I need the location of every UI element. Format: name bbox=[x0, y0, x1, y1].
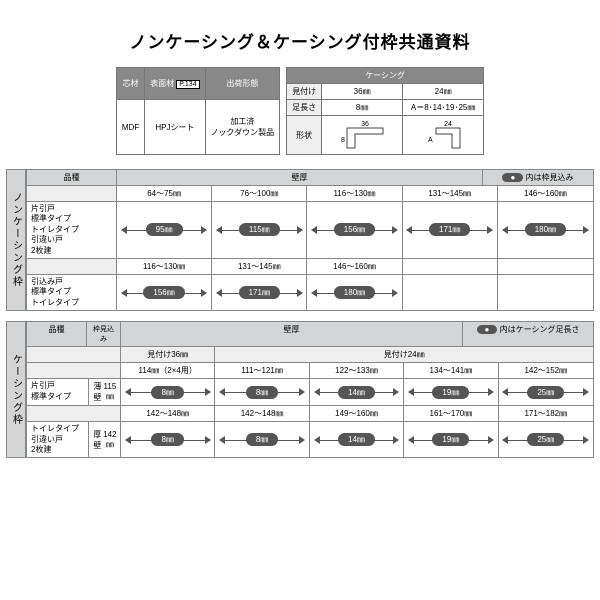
shape-24: 24 A bbox=[403, 116, 484, 155]
mat-h2: 表面材P.134 bbox=[145, 68, 205, 100]
h-wall: 壁厚 bbox=[121, 322, 463, 346]
r: 122～133㎜ bbox=[310, 363, 404, 378]
r: 134～141㎜ bbox=[404, 363, 498, 378]
r: 114㎜（2×4用） bbox=[121, 363, 215, 378]
c-r3a: 形状 bbox=[287, 116, 322, 155]
prod1: 片引戸標準タイプトイレタイプ引違い戸2枚建 bbox=[27, 202, 117, 258]
prod-thick: トイレタイプ引違い戸2枚建 厚壁142㎜ bbox=[27, 422, 121, 457]
shape-36: 36 8 bbox=[322, 116, 403, 155]
material-table: 芯材 表面材P.134 出荷形態 MDF HPJシート 加工済ノックダウン製品 bbox=[116, 67, 280, 155]
c-r1c: 24㎜ bbox=[403, 84, 484, 100]
r: 146～160㎜ bbox=[498, 186, 593, 201]
vhead-2: ケーシング枠 bbox=[6, 321, 26, 458]
r: 64～75㎜ bbox=[117, 186, 212, 201]
prod2: 引込み戸標準タイプトイレタイプ bbox=[27, 275, 117, 310]
mat-c2: HPJシート bbox=[145, 100, 205, 155]
mat-c1: MDF bbox=[116, 100, 144, 155]
svg-text:A: A bbox=[428, 137, 433, 144]
mat-h1: 芯材 bbox=[116, 68, 144, 100]
svg-text:24: 24 bbox=[444, 121, 452, 128]
h-kind: 品種 bbox=[27, 322, 87, 346]
h-kind: 品種 bbox=[27, 170, 117, 185]
r: 142～152㎜ bbox=[499, 363, 593, 378]
r: 146～160㎜ bbox=[307, 259, 402, 274]
r: 131～145㎜ bbox=[212, 259, 307, 274]
section-noncasing: ノンケーシング枠 品種 壁厚 ● 内は枠見込み 64～75㎜ 76～100㎜ 1… bbox=[6, 169, 594, 311]
casing-table: ケーシング 見付け 36㎜ 24㎜ 足長さ 8㎜ A＝8･14･19･25㎜ 形… bbox=[286, 67, 484, 155]
r: 161～170㎜ bbox=[404, 406, 498, 421]
r: 116～130㎜ bbox=[117, 259, 212, 274]
mat-h3: 出荷形態 bbox=[205, 68, 280, 100]
page-title: ノンケーシング＆ケーシング付枠共通資料 bbox=[6, 28, 594, 53]
h-note: ● 内は枠見込み bbox=[483, 170, 593, 185]
h-mikomi: 枠見込み bbox=[87, 322, 121, 346]
svg-text:36: 36 bbox=[361, 121, 369, 128]
c-r2a: 足長さ bbox=[287, 100, 322, 116]
prod-thin: 片引戸標準タイプ 薄壁115㎜ bbox=[27, 379, 121, 405]
c-r2c: A＝8･14･19･25㎜ bbox=[403, 100, 484, 116]
r: 149～160㎜ bbox=[310, 406, 404, 421]
h24: 見付け24㎜ bbox=[215, 347, 593, 362]
r: 116～130㎜ bbox=[307, 186, 402, 201]
c-r1a: 見付け bbox=[287, 84, 322, 100]
h-note2: ● 内はケーシング足長さ bbox=[463, 322, 593, 346]
r: 131～145㎜ bbox=[403, 186, 498, 201]
h-wall: 壁厚 bbox=[117, 170, 483, 185]
h36: 見付け36㎜ bbox=[121, 347, 215, 362]
c-r2b: 8㎜ bbox=[322, 100, 403, 116]
r: 111～121㎜ bbox=[215, 363, 309, 378]
c-r1b: 36㎜ bbox=[322, 84, 403, 100]
casing-title: ケーシング bbox=[287, 68, 484, 84]
vhead-1: ノンケーシング枠 bbox=[6, 169, 26, 311]
svg-text:8: 8 bbox=[341, 137, 345, 144]
section-casing: ケーシング枠 品種 枠見込み 壁厚 ● 内はケーシング足長さ 見付け36㎜ 見付… bbox=[6, 321, 594, 458]
r: 76～100㎜ bbox=[212, 186, 307, 201]
r: 171～182㎜ bbox=[499, 406, 593, 421]
r: 142～148㎜ bbox=[121, 406, 215, 421]
mat-c3: 加工済ノックダウン製品 bbox=[205, 100, 280, 155]
r: 142～148㎜ bbox=[215, 406, 309, 421]
